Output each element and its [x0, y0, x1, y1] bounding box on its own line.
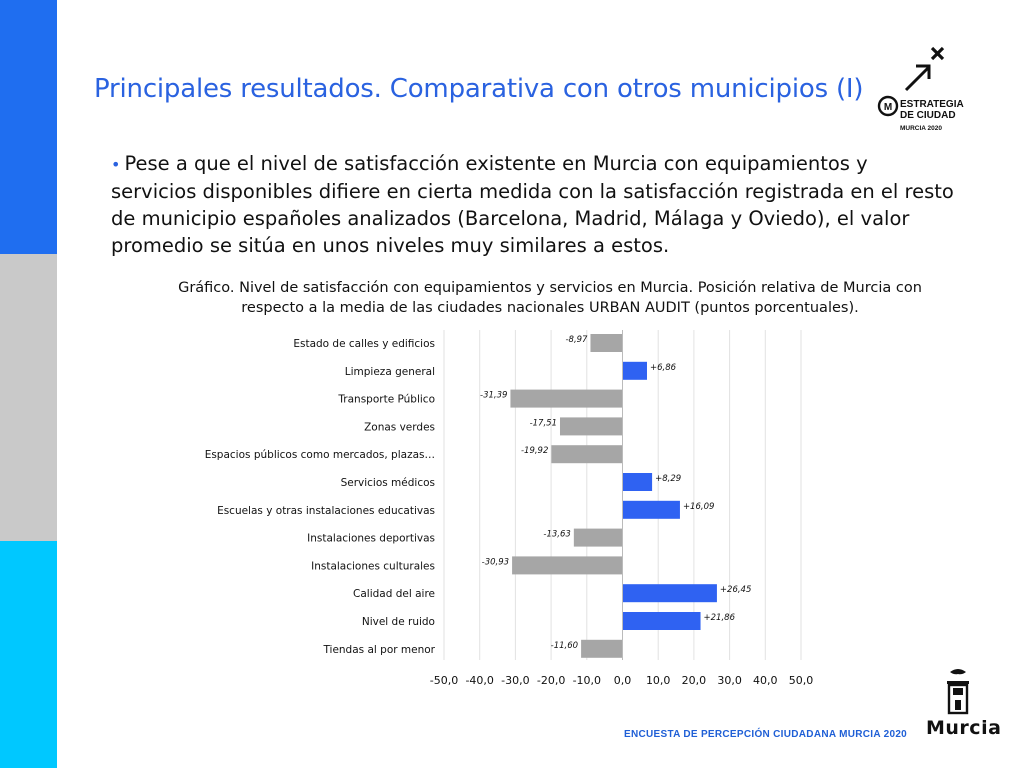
- data-label: -30,93: [482, 557, 509, 567]
- footer-survey-title: ENCUESTA DE PERCEPCIÓN CIUDADANA MURCIA …: [624, 729, 908, 740]
- page-title: Principales resultados. Comparativa con …: [94, 74, 864, 104]
- x-tick-label: -20,0: [537, 674, 565, 687]
- category-label: Transporte Público: [337, 394, 435, 406]
- chart-caption-line2: respecto a la media de las ciudades naci…: [241, 300, 859, 316]
- bar: [581, 639, 623, 658]
- category-label: Limpieza general: [345, 366, 435, 378]
- data-label: -8,97: [565, 335, 588, 345]
- data-label: +21,86: [704, 613, 736, 623]
- m-circle-icon: M: [877, 95, 899, 117]
- bar: [510, 389, 623, 408]
- data-label: +26,45: [720, 585, 751, 595]
- bar: [622, 500, 680, 519]
- x-tick-label: -50,0: [430, 674, 458, 687]
- category-label: Nivel de ruido: [362, 616, 435, 628]
- data-label: +16,09: [683, 502, 714, 512]
- x-tick-label: 0,0: [614, 674, 632, 687]
- x-tick-label: -40,0: [465, 674, 493, 687]
- category-label: Instalaciones culturales: [311, 560, 435, 572]
- arrow-cross-icon: [904, 46, 945, 92]
- data-label: -13,63: [543, 530, 570, 540]
- x-tick-label: -10,0: [573, 674, 601, 687]
- bar: [622, 612, 701, 630]
- data-label: +6,86: [650, 363, 677, 373]
- x-tick-label: 10,0: [646, 674, 671, 687]
- bar: [590, 334, 623, 352]
- data-label: -11,60: [551, 641, 578, 651]
- x-tick-label: -30,0: [501, 674, 529, 687]
- side-strip-blue: [0, 0, 57, 254]
- logo-text-line2: DE CIUDAD: [900, 110, 956, 121]
- bar: [512, 556, 623, 575]
- side-strip-cyan: [0, 541, 57, 768]
- logo-text-line1: ESTRATEGIA: [900, 99, 964, 110]
- data-label: -17,51: [530, 418, 557, 428]
- chart-caption: Gráfico. Nivel de satisfacción con equip…: [150, 278, 950, 318]
- bar: [559, 417, 623, 436]
- body-paragraph: • Pese a que el nivel de satisfacción exi…: [111, 150, 956, 259]
- category-label: Calidad del aire: [353, 588, 435, 600]
- bullet-marker: •: [111, 155, 121, 174]
- bar: [622, 361, 647, 380]
- svg-text:M: M: [884, 102, 892, 113]
- category-label: Servicios médicos: [341, 477, 435, 489]
- bar: [551, 445, 623, 464]
- x-tick-label: 50,0: [789, 674, 814, 687]
- category-label: Estado de calles y edificios: [293, 338, 435, 350]
- category-label: Espacios públicos como mercados, plazas…: [205, 449, 435, 461]
- murcia-coat-of-arms-icon: [947, 669, 969, 715]
- bar: [622, 584, 717, 603]
- murcia-brand-wordmark: Murcia: [926, 717, 1002, 739]
- chart-caption-line1: Gráfico. Nivel de satisfacción con equip…: [178, 280, 922, 296]
- category-label: Zonas verdes: [364, 421, 435, 433]
- estrategia-ciudad-logo: M ESTRATEGIA DE CIUDAD MURCIA 2020: [872, 42, 972, 137]
- x-tick-label: 40,0: [753, 674, 778, 687]
- category-label: Instalaciones deportivas: [307, 533, 435, 545]
- x-tick-label: 20,0: [682, 674, 707, 687]
- category-label: Tiendas al por menor: [322, 644, 435, 656]
- data-label: -31,39: [480, 391, 507, 401]
- data-label: -19,92: [521, 446, 548, 456]
- logo-text-line3: MURCIA 2020: [900, 125, 943, 132]
- data-label: +8,29: [655, 474, 681, 484]
- bar: [573, 528, 623, 547]
- bar: [622, 473, 653, 491]
- category-label: Escuelas y otras instalaciones educativa…: [217, 505, 435, 517]
- side-strip-grey: [0, 254, 57, 541]
- x-tick-label: 30,0: [717, 674, 742, 687]
- body-paragraph-text: Pese a que el nivel de satisfacción exis…: [111, 152, 954, 257]
